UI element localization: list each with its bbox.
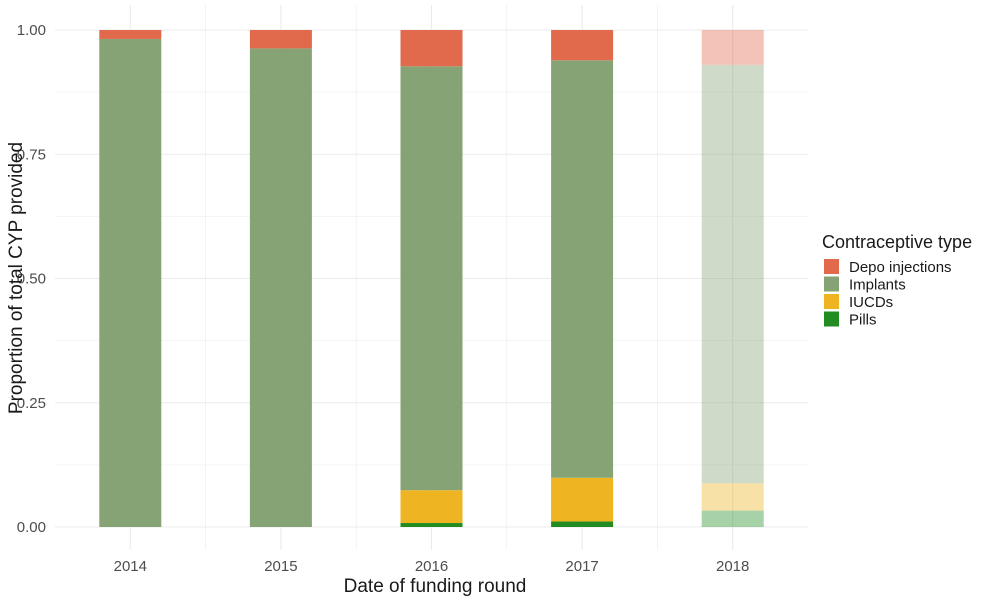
bar-depo-injections-2014 <box>99 30 162 39</box>
y-tick-label: 0.75 <box>17 146 46 163</box>
legend-label: Pills <box>849 312 877 329</box>
y-tick-label: 0.00 <box>17 519 46 536</box>
bar-implants-2018 <box>701 64 764 484</box>
x-axis-ticks: 2014 2015 2016 2017 2018 <box>114 558 750 575</box>
x-tick-label: 2016 <box>415 558 448 575</box>
bar-implants-2015 <box>249 48 312 527</box>
y-tick-label: 0.25 <box>17 395 46 412</box>
legend: Contraceptive type Depo injectionsImplan… <box>822 232 972 329</box>
bar-pills-2016 <box>400 523 463 527</box>
bar-depo-injections-2016 <box>400 30 463 67</box>
x-tick-label: 2014 <box>114 558 147 575</box>
x-tick-label: 2018 <box>716 558 749 575</box>
y-tick-label: 1.00 <box>17 22 46 39</box>
bar-depo-injections-2017 <box>551 30 614 61</box>
bar-iucds-2017 <box>551 477 614 522</box>
legend-label: Implants <box>849 277 906 294</box>
bar-pills-2017 <box>551 521 614 527</box>
legend-key <box>824 276 839 292</box>
legend-key <box>824 311 839 327</box>
bar-implants-2016 <box>400 66 463 491</box>
legend-key <box>824 294 839 309</box>
y-axis-title: Proportion of total CYP provided <box>6 142 27 414</box>
bar-iucds-2018 <box>701 483 764 511</box>
y-tick-label: 0.50 <box>17 271 46 288</box>
bar-pills-2018 <box>701 510 764 527</box>
bar-implants-2014 <box>99 38 162 528</box>
x-tick-label: 2015 <box>264 558 297 575</box>
bar-implants-2017 <box>551 60 614 478</box>
bar-depo-injections-2015 <box>249 30 312 49</box>
bar-iucds-2016 <box>400 490 463 524</box>
bars <box>99 30 764 528</box>
legend-label: IUCDs <box>849 294 893 311</box>
x-tick-label: 2017 <box>565 558 598 575</box>
legend-title: Contraceptive type <box>822 232 972 252</box>
legend-key <box>824 259 839 274</box>
x-axis-title: Date of funding round <box>344 576 527 597</box>
y-axis-ticks: 0.00 0.25 0.50 0.75 1.00 <box>17 22 46 536</box>
legend-label: Depo injections <box>849 259 952 276</box>
bar-depo-injections-2018 <box>701 30 764 65</box>
